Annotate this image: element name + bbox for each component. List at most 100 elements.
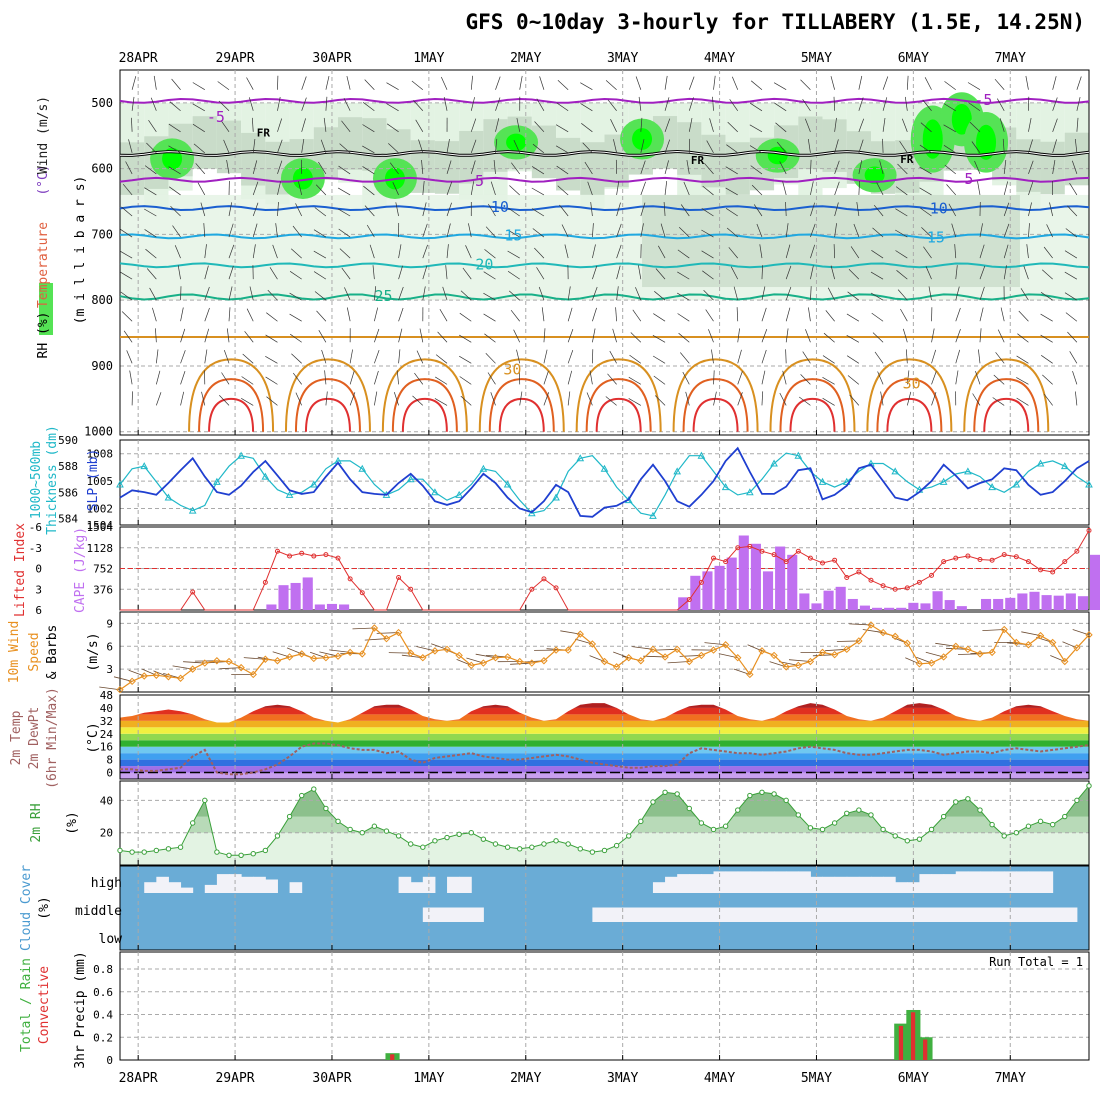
- wind-barb: [834, 139, 839, 153]
- wind10-marker: [564, 646, 572, 654]
- wind-barb: [557, 79, 569, 90]
- cape-bar: [835, 586, 846, 610]
- wind-barb: [265, 334, 278, 343]
- wind-barb: [834, 181, 840, 196]
- cloud-middle-clear: [737, 907, 751, 922]
- wind-barb: [392, 182, 399, 196]
- thickness-marker: [164, 493, 173, 501]
- cloud-middle-clear: [992, 907, 1005, 922]
- wind-barb: [825, 310, 835, 322]
- cape-bar: [1041, 595, 1052, 610]
- wind-barb: [632, 309, 642, 322]
- thickness-marker: [1060, 462, 1069, 470]
- wind-barb: [773, 82, 787, 91]
- wind-barb: [120, 291, 133, 301]
- rh2m-marker: [298, 792, 305, 799]
- wind-barb: [445, 265, 448, 280]
- dewpoint-line: [120, 742, 1090, 776]
- wind-barb: [774, 102, 787, 112]
- wind-barb: [955, 328, 961, 343]
- wind10-barb: [219, 667, 242, 670]
- temp-ytick-label: 32: [100, 715, 113, 728]
- wind-barb: [484, 333, 496, 343]
- wind-barb: [592, 286, 598, 301]
- rh2m-marker: [286, 813, 293, 820]
- wind-barb: [652, 355, 666, 364]
- wind-barb: [543, 349, 548, 364]
- wind-barb: [396, 370, 399, 385]
- wind-barb: [677, 249, 690, 259]
- wind-barb: [944, 164, 956, 175]
- precip-ytick-label: 0.8: [93, 963, 113, 976]
- cloud-high-clear: [931, 874, 945, 893]
- date-label-bottom: 4MAY: [704, 1071, 735, 1086]
- wind-barb: [628, 398, 642, 406]
- wind-barb: [711, 349, 714, 364]
- precip-convective-bar: [910, 1012, 916, 1060]
- wind-barb: [858, 118, 865, 132]
- wind-barb: [567, 328, 574, 343]
- temp-band: [120, 746, 1089, 754]
- wind-barb: [295, 392, 303, 406]
- wind-barb: [337, 187, 351, 196]
- cloud-middle-clear: [1064, 907, 1078, 922]
- wind-barb: [363, 185, 375, 196]
- cloud-middle-clear: [846, 907, 860, 922]
- wind-barb: [386, 123, 399, 133]
- wind-barb: [123, 330, 133, 343]
- wind10-marker: [952, 642, 960, 650]
- cape-bar: [859, 605, 870, 610]
- wind10-units: (m/s): [86, 632, 101, 671]
- wind-barb: [277, 139, 283, 153]
- wind-barb: [507, 229, 520, 238]
- wind-barb: [652, 334, 666, 343]
- wind-barb: [267, 289, 278, 301]
- wind10-marker: [685, 657, 693, 666]
- wind-barb: [810, 286, 812, 301]
- rh2m-area: [120, 785, 1089, 865]
- wind-barb: [422, 286, 426, 301]
- wind10-marker: [612, 663, 621, 671]
- wind-barb: [954, 244, 957, 259]
- wind-barb: [513, 329, 521, 343]
- rh2m-marker: [250, 850, 256, 857]
- wind-barb: [928, 286, 932, 301]
- date-label-top: 30APR: [312, 51, 351, 66]
- wind-barb: [1028, 223, 1030, 238]
- wind-barb: [870, 292, 884, 301]
- wind-barb: [779, 392, 787, 406]
- wind-barb: [398, 349, 401, 364]
- wind-barb: [531, 166, 545, 175]
- temp-band: [120, 772, 1089, 779]
- wind10-marker: [661, 653, 669, 661]
- rh2m-marker: [202, 797, 208, 804]
- lifted-index-marker: [953, 555, 959, 561]
- wind-barb: [858, 139, 864, 153]
- wind-barb: [895, 208, 908, 217]
- wind-barb: [146, 142, 157, 154]
- wind-barb: [301, 97, 307, 111]
- wind-barb: [541, 307, 545, 322]
- temp2m-units: (°C): [86, 722, 101, 753]
- wind-barb: [398, 244, 402, 259]
- cloud-high-clear: [774, 871, 787, 893]
- cloud-middle-clear: [931, 907, 945, 922]
- wind-barb: [495, 118, 500, 132]
- wind-barb: [1003, 181, 1009, 196]
- cloud-middle-clear: [1004, 907, 1017, 922]
- wind-barb: [393, 391, 399, 406]
- wind-barb: [314, 291, 327, 301]
- wind10-marker: [600, 657, 609, 666]
- thickness-marker: [939, 477, 948, 485]
- wind-barb: [680, 204, 690, 217]
- wind10-barb: [416, 646, 436, 652]
- wind-barb: [316, 310, 327, 322]
- wind-barb: [1046, 224, 1053, 238]
- wind-barb: [289, 292, 302, 301]
- rh-shade: [531, 125, 557, 179]
- wind-barb: [398, 307, 404, 322]
- wind-barb: [589, 370, 593, 385]
- wind-barb: [462, 267, 472, 280]
- wind-barb: [344, 287, 351, 301]
- wind-barb: [701, 208, 714, 217]
